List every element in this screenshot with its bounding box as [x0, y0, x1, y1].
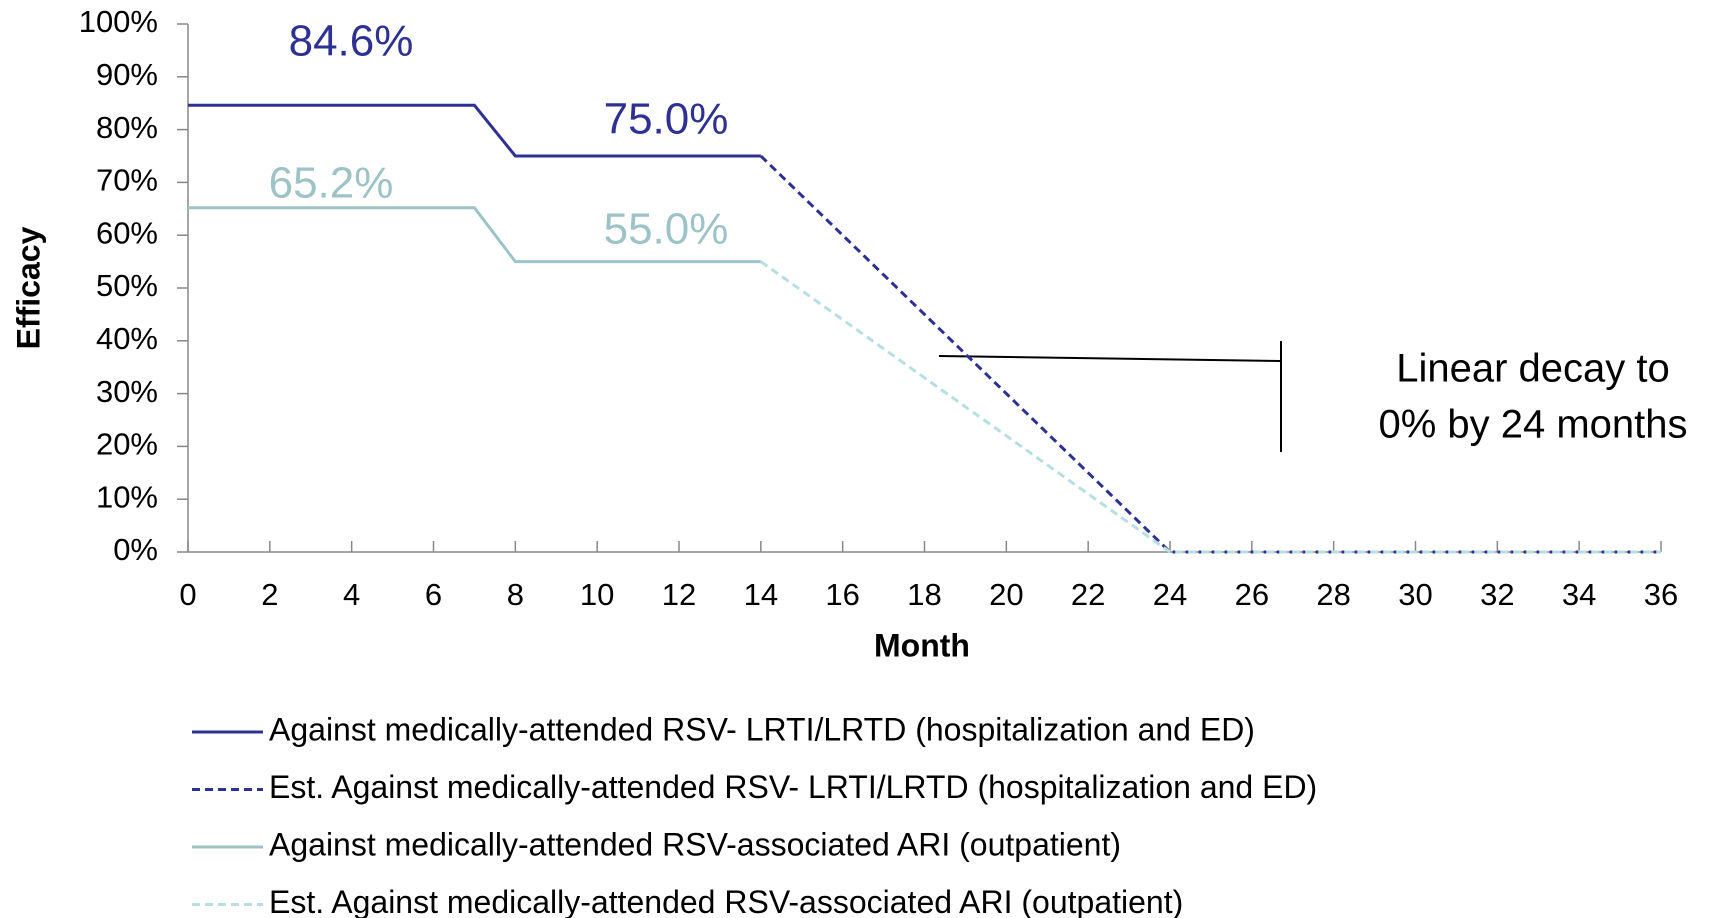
y-tick-label: 0%: [113, 532, 158, 567]
y-tick-label: 60%: [96, 215, 158, 250]
x-axis-label: Month: [874, 627, 970, 663]
series-line: [759, 154, 1661, 554]
annotation: 55.0%: [604, 205, 729, 254]
y-tick-label: 80%: [96, 110, 158, 145]
y-tick-label: 20%: [96, 427, 158, 462]
x-tick-label: 18: [907, 577, 941, 612]
y-tick-label: 70%: [96, 163, 158, 198]
annotation: 84.6%: [289, 17, 414, 66]
x-tick-label: 24: [1153, 577, 1187, 612]
y-tick-label: 40%: [96, 321, 158, 356]
x-tick-label: 10: [580, 577, 614, 612]
annotation: 75.0%: [604, 95, 729, 144]
x-tick-label: 30: [1398, 577, 1432, 612]
legend-label: Est. Against medically-attended RSV- LRT…: [269, 769, 1317, 805]
x-tick-label: 16: [825, 577, 859, 612]
x-tick-label: 4: [343, 577, 360, 612]
legend-label: Against medically-attended RSV-associate…: [269, 826, 1121, 862]
series-line: [188, 206, 761, 264]
x-tick-label: 22: [1071, 577, 1105, 612]
series-line: [188, 103, 761, 158]
annotation: Linear decay to: [1396, 347, 1670, 391]
x-tick-label: 28: [1316, 577, 1350, 612]
y-tick-label: 30%: [96, 374, 158, 409]
x-tick-label: 2: [261, 577, 278, 612]
annotation: 65.2%: [269, 159, 394, 208]
annotation: 0% by 24 months: [1378, 403, 1687, 447]
x-tick-label: 14: [744, 577, 778, 612]
x-tick-label: 34: [1562, 577, 1596, 612]
x-tick-label: 26: [1235, 577, 1269, 612]
x-tick-label: 6: [425, 577, 442, 612]
x-tick-label: 0: [179, 577, 196, 612]
legend-label: Against medically-attended RSV- LRTI/LRT…: [269, 711, 1255, 747]
series-line: [759, 260, 1661, 554]
y-tick-label: 90%: [96, 57, 158, 92]
x-tick-label: 32: [1480, 577, 1514, 612]
x-tick-label: 12: [662, 577, 696, 612]
annotation-leader: [938, 355, 1282, 362]
y-tick-label: 10%: [96, 479, 158, 514]
x-tick-label: 8: [507, 577, 524, 612]
y-tick-label: 100%: [79, 4, 158, 39]
x-tick-label: 36: [1644, 577, 1678, 612]
x-tick-label: 20: [989, 577, 1023, 612]
legend-label: Est. Against medically-attended RSV-asso…: [269, 884, 1183, 918]
y-axis-label: Efficacy: [10, 226, 46, 349]
y-tick-label: 50%: [96, 268, 158, 303]
